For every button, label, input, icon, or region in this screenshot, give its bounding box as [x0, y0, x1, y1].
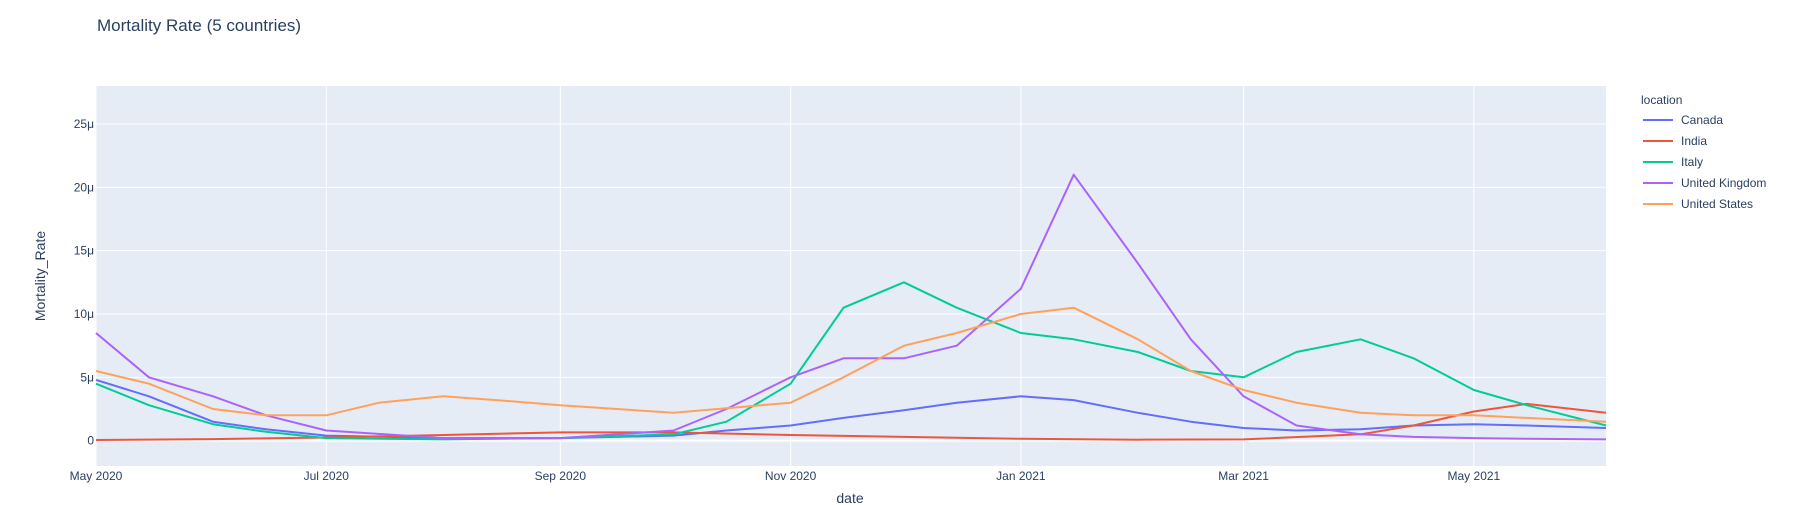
- x-tick-label: Jan 2021: [996, 469, 1046, 483]
- legend-item-label[interactable]: India: [1681, 134, 1707, 148]
- series-lines: [95, 173, 1607, 441]
- x-tick-label: May 2021: [1448, 469, 1501, 483]
- x-tick-label: Sep 2020: [535, 469, 587, 483]
- grid-lines: [95, 86, 1606, 466]
- y-tick-label: 15μ: [74, 244, 94, 258]
- legend-item-label[interactable]: Italy: [1681, 155, 1703, 169]
- x-tick-label: Jul 2020: [304, 469, 350, 483]
- plot-area: [96, 86, 1606, 466]
- series-line-united-kingdom: [95, 173, 1607, 441]
- series-line-united-states: [95, 306, 1607, 423]
- x-axis-ticks: May 2020 Jul 2020 Sep 2020 Nov 2020 Jan 2021…: [70, 469, 1501, 483]
- legend-title: location: [1641, 93, 1682, 107]
- y-tick-label: 25μ: [74, 117, 94, 131]
- legend-item-label[interactable]: United Kingdom: [1681, 176, 1766, 190]
- legend: location Canada India Italy United Kingdom U…: [1641, 93, 1766, 211]
- series-line-italy: [95, 281, 1607, 441]
- series-line-india: [95, 402, 1607, 441]
- x-tick-label: May 2020: [70, 469, 123, 483]
- y-tick-label: 20μ: [74, 180, 94, 194]
- legend-item-label[interactable]: United States: [1681, 197, 1753, 211]
- y-tick-label: 5μ: [80, 370, 94, 384]
- y-axis-title: Mortality_Rate: [32, 231, 48, 321]
- legend-item-label[interactable]: Canada: [1681, 113, 1723, 127]
- chart-title: Mortality Rate (5 countries): [97, 16, 301, 35]
- x-tick-label: Nov 2020: [765, 469, 817, 483]
- x-tick-label: Mar 2021: [1218, 469, 1269, 483]
- x-axis-title: date: [836, 490, 863, 505]
- y-tick-label: 10μ: [74, 307, 94, 321]
- y-tick-label: 0: [87, 434, 94, 448]
- series-line-canada: [95, 378, 1607, 440]
- y-axis-ticks: 0 5μ 10μ 15μ 20μ 25μ: [74, 117, 95, 448]
